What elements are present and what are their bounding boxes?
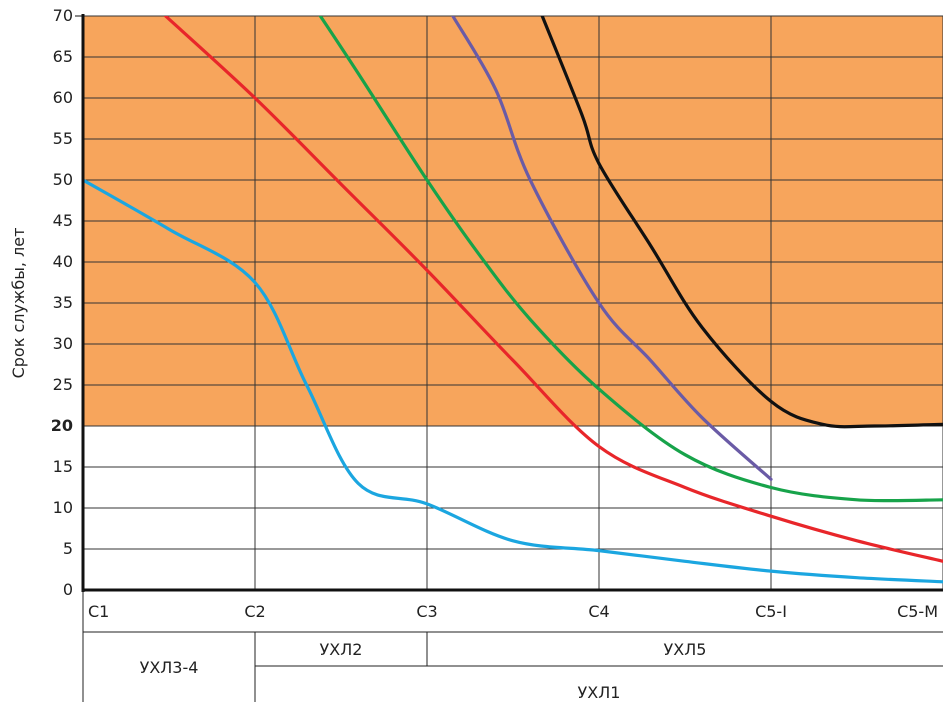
grid — [83, 15, 943, 590]
y-tick-label: 20 — [51, 416, 73, 435]
x-tick-label: C3 — [416, 602, 437, 621]
y-tick-label: 50 — [53, 170, 73, 189]
x-tick-label: C1 — [88, 602, 109, 621]
y-tick-label: 5 — [63, 539, 73, 558]
y-tick-label: 60 — [53, 88, 73, 107]
y-tick-label: 35 — [53, 293, 73, 312]
series-group — [83, 16, 943, 584]
y-tick-label: 70 — [53, 6, 73, 25]
y-tick-label: 40 — [53, 252, 73, 271]
climate-label: УХЛ1 — [578, 683, 621, 702]
climate-label: УХЛ2 — [320, 640, 363, 659]
y-axis-label: Срок службы, лет — [9, 228, 28, 379]
climate-label: УХЛ3-4 — [140, 658, 199, 677]
x-tick-label: C4 — [588, 602, 609, 621]
series-line-3 — [318, 16, 943, 503]
x-tick-label: C2 — [244, 602, 265, 621]
series-line-2 — [163, 16, 943, 563]
y-tick-label: 30 — [53, 334, 73, 353]
y-tick-label: 55 — [53, 129, 73, 148]
y-tick-label: 25 — [53, 375, 73, 394]
x-tick-labels: C1 C2 C3 C4 C5-I C5-M — [88, 602, 938, 621]
x-tick-label: C5-M — [897, 602, 938, 621]
axes — [75, 14, 943, 592]
y-tick-label: 65 — [53, 47, 73, 66]
series-line-1 — [83, 178, 943, 584]
y-tick-label: 10 — [53, 498, 73, 517]
climate-table: УХЛ3-4 УХЛ2 УХЛ5 УХЛ1 — [82, 590, 943, 702]
y-tick-label: 45 — [53, 211, 73, 230]
climate-label: УХЛ5 — [664, 640, 707, 659]
y-tick-label: 15 — [53, 457, 73, 476]
x-tick-label: C5-I — [755, 602, 787, 621]
y-tick-label: 0 — [63, 580, 73, 599]
series-line-4 — [451, 16, 773, 481]
series-line-5 — [540, 16, 943, 429]
y-tick-labels: 0 5 10 15 20 25 30 35 40 45 50 55 60 65 70 — [51, 6, 73, 599]
